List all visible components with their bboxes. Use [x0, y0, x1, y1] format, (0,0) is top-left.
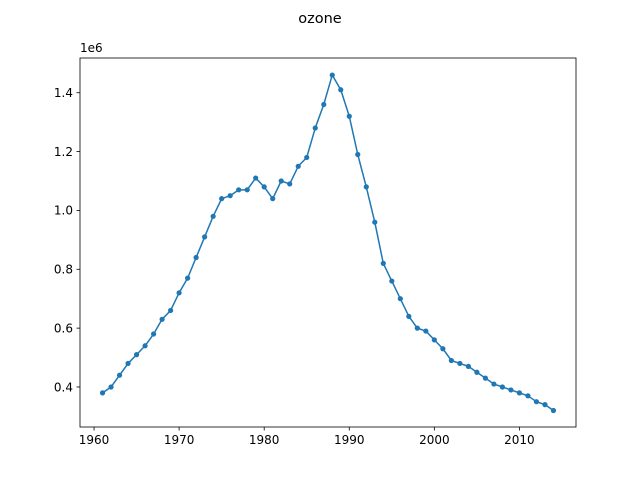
data-point [202, 234, 208, 240]
data-point [329, 72, 335, 78]
data-point [508, 387, 514, 393]
data-point [125, 360, 131, 367]
x-tick-label: 1960 [79, 433, 110, 447]
data-point [210, 213, 216, 219]
data-point [236, 187, 242, 193]
data-point [397, 296, 403, 302]
y-offset-label: 1e6 [80, 41, 103, 55]
x-tick-label: 1970 [164, 433, 195, 447]
data-point [346, 113, 352, 119]
data-point [287, 181, 293, 187]
data-point [159, 316, 165, 322]
y-tick-label: 0.4 [54, 380, 73, 394]
data-point [380, 260, 386, 266]
data-point [176, 290, 182, 296]
data-point [253, 175, 259, 181]
data-point [448, 357, 454, 364]
data-point [261, 184, 267, 190]
y-tick-label: 1.0 [54, 204, 73, 218]
data-point [465, 363, 471, 369]
data-point [482, 375, 488, 381]
chart-title: ozone [298, 11, 342, 27]
data-point [219, 196, 225, 202]
x-tick-label: 2000 [419, 433, 450, 447]
data-point [108, 384, 114, 390]
axes-frame [79, 57, 577, 428]
data-point [270, 196, 276, 202]
data-point [414, 325, 420, 331]
data-point [150, 331, 157, 337]
data-point [133, 352, 140, 358]
x-tick-label: 2010 [504, 433, 535, 447]
y-tick-label: 0.8 [54, 263, 73, 277]
data-point [542, 402, 548, 408]
y-tick-label: 0.6 [54, 321, 73, 335]
data-point [516, 390, 523, 396]
data-point [491, 381, 497, 387]
data-point [525, 393, 531, 399]
y-tick-label: 1.4 [54, 86, 73, 100]
data-point [550, 407, 557, 414]
data-point [193, 254, 199, 261]
x-tick-label: 1990 [334, 433, 365, 447]
data-point [533, 399, 540, 405]
data-point [185, 275, 191, 281]
data-point [99, 390, 106, 396]
x-axis: 1960 1970 1980 1990 2000 2010 [79, 427, 535, 447]
y-axis: 0.4 0.6 0.8 1.0 1.2 1.4 [54, 86, 80, 394]
data-point [355, 151, 361, 158]
data-point [338, 87, 344, 93]
x-tick-label: 1980 [249, 433, 280, 447]
data-point [431, 337, 437, 343]
data-point [304, 154, 310, 161]
data-point [372, 219, 378, 225]
plot-area [79, 57, 577, 428]
data-point [499, 384, 506, 390]
data-point [474, 369, 480, 375]
data-point [168, 307, 174, 314]
data-point [363, 184, 369, 190]
y-tick-label: 1.2 [54, 145, 73, 159]
data-point [312, 125, 318, 131]
data-point [440, 346, 446, 352]
data-point [389, 278, 395, 284]
data-point [278, 178, 284, 184]
data-point [457, 360, 463, 367]
data-point [406, 313, 412, 319]
data-point [295, 163, 301, 169]
data-point [244, 187, 250, 193]
data-point [116, 372, 123, 378]
data-point [142, 343, 148, 349]
data-point [423, 328, 429, 334]
series-line [102, 74, 554, 412]
data-point [321, 101, 327, 108]
data-point [227, 193, 233, 199]
